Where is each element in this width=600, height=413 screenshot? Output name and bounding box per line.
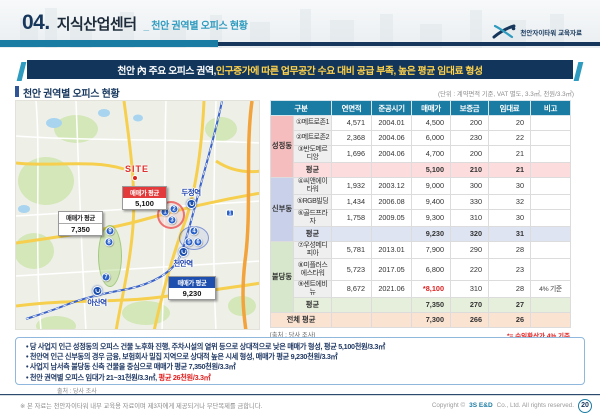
district-cell: 신부동 bbox=[270, 177, 294, 243]
section-title: 지식산업센터 bbox=[56, 16, 137, 33]
table-footnote: *= 수익환산가 4% 기준 bbox=[507, 330, 570, 340]
map-marker-2: 2 bbox=[169, 204, 179, 214]
price-label-title: 매매가 평균 bbox=[59, 212, 102, 224]
price-label-seongjeong: 매매가 평균 5,100 bbox=[122, 186, 167, 210]
col-header-completed: 준공시기 bbox=[371, 100, 413, 116]
page-footer: ※ 본 자료는 천안자이타워 내부 교육용 자료이며 제3자에게 제공되거나 무… bbox=[0, 398, 600, 413]
road-number-shield: 1 bbox=[226, 209, 234, 217]
station-dujeong: 두정역 bbox=[181, 187, 201, 209]
station-name: 두정역 bbox=[181, 188, 201, 197]
map-marker-5: 5 bbox=[184, 237, 194, 247]
summary-highlight: 평균 26천원/3.3㎡ bbox=[158, 372, 211, 382]
subway-station-icon bbox=[91, 286, 102, 296]
content-section-title: 천안 권역별 오피스 현황 bbox=[23, 89, 120, 100]
col-header-note: 비고 bbox=[530, 100, 572, 116]
average-row: 평균 9,230 320 31 bbox=[271, 226, 572, 243]
summary-bullet: 당 사업지 인근 성정동의 오피스 건물 노후화 진행, 주차시설의 열위 등으… bbox=[26, 342, 574, 352]
summary-bullet: 천안역 인근 신부동의 경우 금융, 보험회사 밀집 지역으로 상대적 높은 시… bbox=[26, 352, 574, 362]
table-row: ⑧미플러스 에스타워 5,723 2017.05 6,800 220 23 bbox=[271, 258, 572, 282]
col-header-area: 연면적 bbox=[331, 100, 373, 116]
price-label-value: 7,350 bbox=[59, 224, 102, 235]
page-title: 04. 지식산업센터 _ 천안 권역별 오피스 현황 bbox=[22, 11, 248, 35]
summary-source: 출처 : 당사 조사 bbox=[57, 389, 97, 395]
price-label-value: 9,230 bbox=[169, 288, 215, 299]
station-cheonan: 천안역 bbox=[173, 247, 193, 269]
page-number-badge: 20 bbox=[578, 398, 592, 413]
table-row: ③반도메르디앙 1,696 2004.06 4,700 200 21 bbox=[271, 144, 572, 164]
subway-station-icon bbox=[185, 199, 196, 209]
map-marker-8: 8 bbox=[104, 237, 114, 247]
banner-text-yellow: 인구증가에 따른 업무공간 수요 대비 공급 부족, 높은 평균 임대료 형성 bbox=[215, 65, 483, 77]
site-label: SITE bbox=[124, 164, 150, 174]
table-header-row: 구분 연면적 준공시기 매매가 보증금 임대료 비고 bbox=[269, 100, 572, 116]
station-asan: 아산역 bbox=[87, 286, 107, 308]
table-source: [출처 : 당사 조사] bbox=[270, 332, 316, 340]
table-row: ⑥골드프라자 1,758 2009.05 9,300 310 30 bbox=[271, 209, 572, 228]
table-row: 신부동 ④씨앤에이타워 1,932 2003.12 9,000 300 30 bbox=[270, 177, 572, 243]
map-marker-3: 3 bbox=[167, 215, 177, 225]
xi-logo-icon bbox=[492, 24, 516, 39]
table-row: ⑨센트에비뉴 8,672 2021.06 *8,100 310 28 4% 기준 bbox=[271, 280, 572, 299]
table-footnotes: [출처 : 당사 조사] *= 수익환산가 4% 기준 bbox=[270, 330, 570, 340]
office-status-table: 구분 연면적 준공시기 매매가 보증금 임대료 비고 성정동 ①메트로존1 4,… bbox=[269, 100, 572, 329]
district-cell: 불당동 bbox=[270, 241, 294, 314]
subway-station-icon bbox=[177, 247, 188, 257]
price-label-value: 5,100 bbox=[123, 198, 166, 209]
page-header: 04. 지식산업센터 _ 천안 권역별 오피스 현황 천안자이타워 교육자료 bbox=[0, 0, 600, 48]
footer-copyright: Copyright © 3S E&D Co., Ltd. All rights … bbox=[432, 398, 592, 413]
map-marker-9: 9 bbox=[105, 226, 115, 236]
map-marker-4: 4 bbox=[189, 226, 199, 236]
site-marker-dot bbox=[132, 175, 138, 181]
average-row: 평균 7,350 270 27 bbox=[271, 297, 572, 314]
region-map: 1 2 3 4 5 6 7 8 9 SITE 매매가 평균 5,100 매매가 … bbox=[15, 100, 260, 330]
office-table-wrap: 구분 연면적 준공시기 매매가 보증금 임대료 비고 성정동 ①메트로존1 4,… bbox=[269, 100, 572, 340]
map-marker-7: 7 bbox=[101, 272, 111, 282]
col-header-price: 매매가 bbox=[411, 100, 452, 116]
col-header-category: 구분 bbox=[269, 100, 333, 116]
average-row: 평균 5,100 210 21 bbox=[271, 162, 572, 179]
col-header-rent: 임대료 bbox=[488, 100, 532, 116]
station-name: 천안역 bbox=[173, 259, 193, 268]
converted-price-cell: *8,100 bbox=[411, 280, 452, 299]
price-label-title: 매매가 평균 bbox=[123, 187, 166, 198]
section-title-bar bbox=[15, 86, 19, 97]
logo-caption: 천안자이타워 교육자료 bbox=[520, 29, 582, 37]
footer-brand: 3S E&D bbox=[469, 402, 493, 409]
header-divider-accent bbox=[0, 40, 218, 47]
summary-bullet: 천안 권역별 오피스 임대가 21~31천원/3.3㎡, 평균 26천원/3.3… bbox=[26, 373, 574, 383]
table-row: ⑤RGB빌딩 1,434 2006.08 9,400 330 32 bbox=[271, 194, 572, 211]
map-marker-6: 6 bbox=[193, 237, 203, 247]
price-label-title: 매매가 평균 bbox=[169, 277, 215, 288]
footer-divider bbox=[0, 394, 600, 396]
summary-bullet: 사업지 남서측 불당동 신축 건물을 중심으로 매매가 평균 7,350천원/3… bbox=[26, 362, 574, 372]
table-row: ②메트로존2 2,368 2004.06 6,000 230 22 bbox=[271, 130, 572, 146]
header-divider bbox=[0, 42, 600, 46]
summary-box: 당 사업지 인근 성정동의 오피스 건물 노후화 진행, 주차시설의 열위 등으… bbox=[15, 337, 585, 385]
map-base-graphic bbox=[16, 101, 259, 329]
brand-logo: 천안자이타워 교육자료 bbox=[492, 24, 582, 39]
col-header-deposit: 보증금 bbox=[450, 100, 490, 116]
unit-note: (단위 : 계약면적 기준, VAT 별도, 3.3㎡, 천원/3.3㎡) bbox=[437, 91, 574, 98]
banner-text-white: 천안 內 주요 오피스 권역, bbox=[117, 65, 216, 77]
section-subtitle: _ 천안 권역별 오피스 현황 bbox=[143, 21, 248, 32]
table-row: 성정동 ①메트로존1 4,571 2004.01 4,500 200 20 bbox=[270, 114, 572, 179]
district-cell: 성정동 bbox=[270, 114, 294, 179]
section-number: 04. bbox=[22, 11, 50, 34]
total-average-row: 전체 평균 7,300 266 26 bbox=[269, 312, 572, 329]
price-label-sinbu: 매매가 평균 9,230 bbox=[168, 276, 216, 300]
price-label-buldang: 매매가 평균 7,350 bbox=[58, 211, 103, 236]
table-row: 불당동 ⑦우성메디피아 5,781 2013.01 7,900 290 28 bbox=[270, 241, 572, 314]
footer-disclaimer: ※ 본 자료는 천안자이타워 내부 교육용 자료이며 제3자에게 제공되거나 무… bbox=[20, 403, 263, 410]
key-message-banner: 천안 內 주요 오피스 권역, 인구증가에 따른 업무공간 수요 대비 공급 부… bbox=[27, 60, 573, 79]
station-name: 아산역 bbox=[87, 298, 107, 307]
